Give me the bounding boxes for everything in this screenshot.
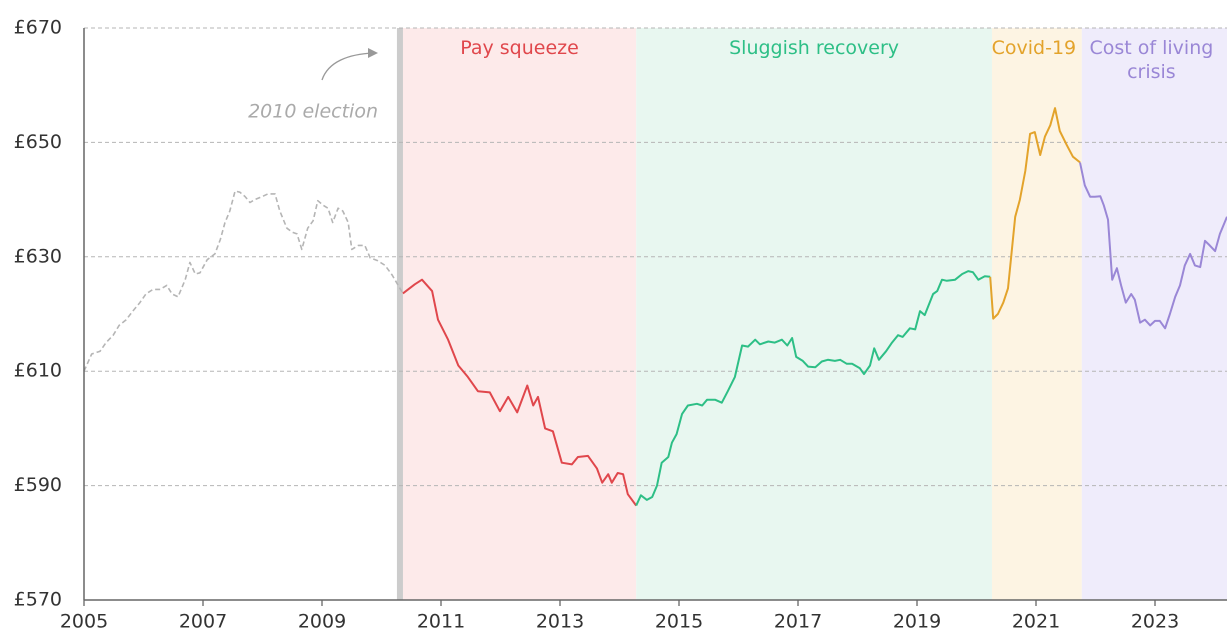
y-tick-label: £630 — [14, 245, 62, 267]
y-tick-label: £570 — [14, 589, 62, 611]
x-tick-label: 2023 — [1131, 611, 1179, 633]
x-tick-label: 2005 — [60, 611, 108, 633]
region-label: Pay squeeze — [460, 37, 579, 59]
x-tick-label: 2009 — [298, 611, 346, 633]
region-label: Sluggish recovery — [729, 37, 900, 59]
region-label: Covid-19 — [991, 37, 1077, 59]
axes: £570 £590 £610 £630 £650 £670 2005 2007 2009 2011… — [14, 17, 1227, 633]
y-tick-label: £670 — [14, 17, 62, 39]
region — [636, 28, 992, 600]
event-label: 2010 election — [248, 101, 378, 123]
x-tick-label: 2013 — [536, 611, 584, 633]
series-line — [402, 278, 638, 507]
lines — [83, 107, 1227, 507]
x-tick-label: 2019 — [893, 611, 941, 633]
event-marker — [396, 28, 403, 600]
annotation-arrowhead — [368, 48, 378, 58]
region — [991, 28, 1082, 600]
series-line — [635, 270, 991, 507]
x-tick-label: 2007 — [179, 611, 227, 633]
region — [402, 28, 637, 600]
annotation-arrow — [321, 52, 375, 81]
region-label: Cost of living crisis — [1089, 37, 1214, 83]
region — [1081, 28, 1227, 600]
y-tick-label: £650 — [14, 131, 62, 153]
series-line — [989, 107, 1081, 320]
regions — [396, 28, 1227, 600]
series-line — [83, 190, 404, 372]
y-tick-label: £590 — [14, 474, 62, 496]
x-tick-label: 2017 — [774, 611, 822, 633]
x-tick-label: 2011 — [417, 611, 465, 633]
x-tick-label: 2021 — [1012, 611, 1060, 633]
series-line — [1079, 162, 1227, 330]
y-tick-label: £610 — [14, 360, 62, 382]
x-tick-label: 2015 — [655, 611, 703, 633]
